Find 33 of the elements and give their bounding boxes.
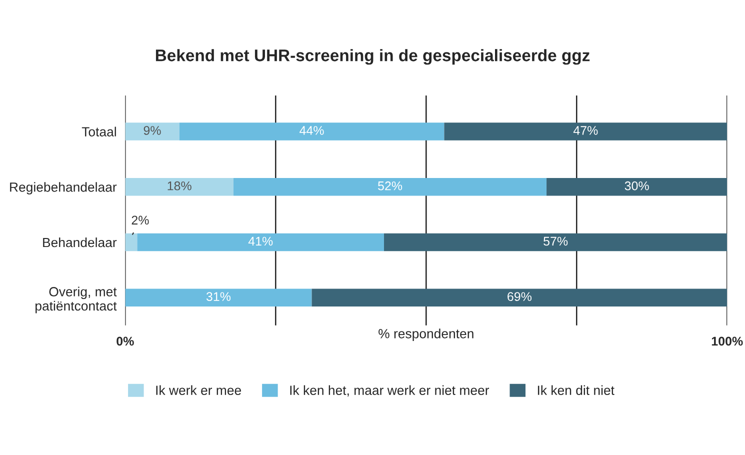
legend-label: Ik ken dit niet: [538, 385, 614, 395]
x-tick-label: 0%: [116, 336, 134, 346]
bar: [125, 178, 234, 196]
bar: [312, 288, 728, 306]
data-label: 44%: [300, 126, 324, 135]
x-axis-title: % respondenten: [378, 328, 474, 341]
bar: [125, 288, 312, 306]
data-label: 47%: [573, 126, 598, 135]
x-tick-label: 100%: [712, 336, 743, 346]
bar: [125, 122, 180, 140]
bar: [444, 122, 728, 140]
y-tick-label: Regiebehandelaar: [10, 182, 117, 194]
bar: [546, 178, 728, 196]
bar: [384, 233, 728, 252]
data-label: 18%: [168, 181, 192, 190]
data-label: 52%: [378, 181, 402, 190]
legend-label: Ik werk er mee: [156, 385, 241, 395]
bar: [179, 122, 444, 140]
data-label: 30%: [624, 181, 649, 190]
data-label: 57%: [544, 236, 568, 246]
bar: [234, 178, 547, 196]
data-label: 69%: [508, 292, 532, 301]
data-label: 9%: [144, 126, 161, 135]
bar: [125, 233, 138, 252]
legend-label: Ik ken het, maar werk er niet meer: [290, 385, 490, 397]
y-tick-label: Overig, met patiëntcontact: [36, 286, 117, 314]
chart-title: Bekend met UHR-screening in de gespecialiseerde ggz: [156, 49, 590, 65]
data-label: 41%: [248, 236, 273, 246]
y-tick-label: Behandelaar: [43, 237, 117, 248]
bar: [137, 233, 384, 252]
data-label: 31%: [206, 292, 231, 301]
y-tick-label: Totaal: [82, 126, 116, 136]
data-label: 2%: [132, 216, 149, 225]
